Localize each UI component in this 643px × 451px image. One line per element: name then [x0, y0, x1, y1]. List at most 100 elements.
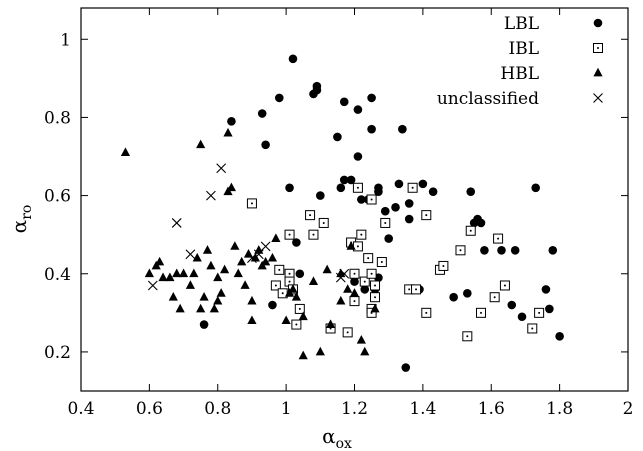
- point-ibl-dot: [442, 265, 444, 267]
- point-hbl: [309, 276, 318, 285]
- point-lbl: [401, 363, 410, 372]
- point-ibl: [367, 269, 376, 278]
- y-tick-label: 0.6: [44, 187, 71, 207]
- point-ibl: [292, 320, 301, 329]
- point-ibl-dot: [347, 331, 349, 333]
- point-lbl: [354, 152, 363, 161]
- legend-label-unclassified: unclassified: [437, 89, 539, 109]
- point-hbl: [169, 292, 178, 301]
- point-unclassified: [172, 218, 181, 227]
- point-ibl: [422, 308, 431, 317]
- x-tick-label: 1: [281, 399, 292, 419]
- point-lbl: [261, 140, 270, 149]
- legend-marker-lbl: [594, 19, 603, 28]
- point-unclassified: [217, 164, 226, 173]
- point-ibl: [285, 230, 294, 239]
- y-tick-label: 1: [60, 30, 71, 50]
- point-hbl: [271, 233, 280, 242]
- legend-label-lbl: LBL: [504, 14, 539, 34]
- legend-marker-hbl: [593, 68, 602, 77]
- point-ibl: [528, 324, 537, 333]
- legend-marker-ibl: [594, 44, 603, 53]
- point-ibl: [247, 199, 256, 208]
- point-ibl: [422, 211, 431, 220]
- x-tick-label: 1.4: [409, 399, 436, 419]
- point-lbl: [354, 105, 363, 114]
- point-ibl: [408, 183, 417, 192]
- legend-marker-ibl-dot: [597, 47, 599, 49]
- point-lbl: [548, 246, 557, 255]
- point-lbl: [542, 285, 551, 294]
- point-ibl-dot: [251, 202, 253, 204]
- point-ibl-dot: [367, 257, 369, 259]
- legend-label-hbl: HBL: [500, 64, 539, 84]
- point-ibl: [367, 195, 376, 204]
- point-ibl: [535, 308, 544, 317]
- point-lbl: [275, 94, 284, 103]
- point-hbl: [268, 253, 277, 262]
- point-ibl-dot: [459, 249, 461, 251]
- point-ibl: [319, 218, 328, 227]
- point-hbl: [323, 265, 332, 274]
- point-hbl: [213, 296, 222, 305]
- point-lbl: [545, 305, 554, 314]
- point-hbl: [121, 147, 130, 156]
- point-hbl: [213, 272, 222, 281]
- legend-marker-unclassified: [594, 94, 603, 103]
- point-ibl-dot: [275, 284, 277, 286]
- point-lbl: [419, 180, 428, 189]
- point-hbl: [189, 269, 198, 278]
- point-ibl-dot: [381, 261, 383, 263]
- point-unclassified: [148, 281, 157, 290]
- point-ibl-dot: [425, 312, 427, 314]
- point-ibl: [306, 211, 315, 220]
- axis-ticks: [81, 8, 628, 391]
- point-ibl: [412, 285, 421, 294]
- legend-label-ibl: IBL: [509, 39, 540, 59]
- point-ibl: [309, 230, 318, 239]
- y-tick-label: 0.8: [44, 108, 71, 128]
- point-hbl: [199, 292, 208, 301]
- y-axis-title: αro: [7, 205, 35, 234]
- x-tick-label: 1.2: [341, 399, 368, 419]
- point-lbl: [313, 86, 322, 95]
- point-lbl: [480, 246, 489, 255]
- point-hbl: [176, 304, 185, 313]
- point-hbl: [223, 128, 232, 137]
- point-lbl: [296, 269, 305, 278]
- x-tick-label: 1.8: [546, 399, 573, 419]
- point-hbl: [203, 245, 212, 254]
- x-tick-label: 0.8: [204, 399, 231, 419]
- point-ibl: [456, 246, 465, 255]
- point-ibl: [343, 328, 352, 337]
- point-hbl: [210, 304, 219, 313]
- point-unclassified: [186, 250, 195, 259]
- point-hbl: [316, 347, 325, 356]
- point-ibl-dot: [408, 288, 410, 290]
- point-hbl: [244, 249, 253, 258]
- point-unclassified: [261, 242, 270, 251]
- point-ibl-dot: [371, 199, 373, 201]
- point-hbl: [196, 304, 205, 313]
- point-hbl: [237, 257, 246, 266]
- tick-labels: 0.4 0.6 0.8 1 1.2 1.4 1.6 1.8 2 0.2 0.4 0.6 0.8 1: [44, 30, 633, 419]
- point-ibl-dot: [531, 327, 533, 329]
- point-ibl: [463, 332, 472, 341]
- point-lbl: [405, 215, 414, 224]
- point-ibl: [275, 265, 284, 274]
- point-hbl: [234, 269, 243, 278]
- point-hbl: [247, 315, 256, 324]
- point-hbl: [299, 351, 308, 360]
- point-ibl-dot: [299, 308, 301, 310]
- point-hbl: [230, 241, 239, 250]
- point-lbl: [477, 219, 486, 228]
- x-tick-label: 1.6: [478, 399, 505, 419]
- point-hbl: [220, 265, 229, 274]
- point-ibl: [500, 281, 509, 290]
- y-tick-label: 0.2: [44, 343, 71, 363]
- point-ibl-dot: [494, 296, 496, 298]
- point-lbl: [511, 246, 520, 255]
- point-ibl: [494, 234, 503, 243]
- point-hbl: [145, 269, 154, 278]
